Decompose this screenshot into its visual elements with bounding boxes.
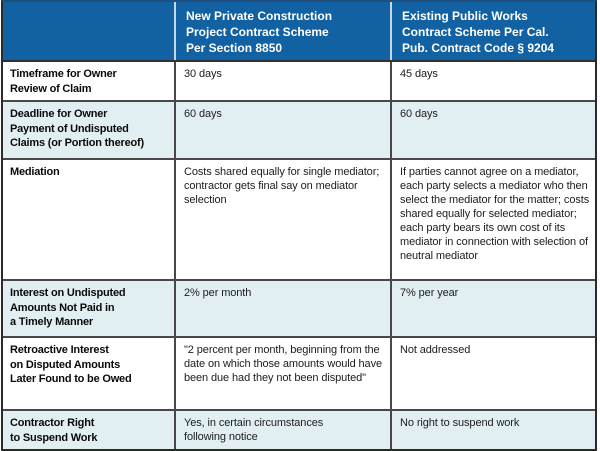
table-row-retroactive-interest: Retroactive Interest on Disputed Amounts… [3, 336, 595, 411]
comparison-table: New Private Construction Project Contrac… [3, 2, 595, 449]
public-scheme-cell: No right to suspend work [390, 409, 595, 449]
row-label-cell: Retroactive Interest on Disputed Amounts… [3, 336, 176, 411]
private-scheme-cell: Yes, in certain circumstances following … [174, 409, 392, 449]
table-row-suspend-work: Contractor Right to Suspend Work Yes, in… [3, 409, 595, 449]
row-label-cell: Deadline for Owner Payment of Undisputed… [3, 100, 176, 160]
public-scheme-cell: Not addressed [390, 336, 595, 411]
row-label-cell: Interest on Undisputed Amounts Not Paid … [3, 279, 176, 338]
public-scheme-cell: 45 days [390, 61, 595, 102]
public-scheme-cell: 7% per year [390, 279, 595, 338]
private-scheme-cell: 30 days [174, 61, 392, 102]
table-header-row: New Private Construction Project Contrac… [3, 2, 595, 62]
private-scheme-cell: 2% per month [174, 279, 392, 338]
row-label-cell: Timeframe for Owner Review of Claim [3, 61, 176, 102]
table-row-interest-undisputed: Interest on Undisputed Amounts Not Paid … [3, 279, 595, 338]
public-scheme-cell: If parties cannot agree on a mediator, e… [390, 158, 595, 281]
column-header-private-scheme: New Private Construction Project Contrac… [174, 2, 391, 62]
column-header-public-scheme: Existing Public Works Contract Scheme Pe… [390, 2, 595, 62]
table-row-payment-deadline: Deadline for Owner Payment of Undisputed… [3, 100, 595, 160]
column-header-empty [3, 2, 175, 62]
row-label-cell: Contractor Right to Suspend Work [3, 409, 176, 449]
private-scheme-cell: 60 days [174, 100, 392, 160]
row-label-cell: Mediation [3, 158, 176, 281]
private-scheme-cell: Costs shared equally for single mediator… [174, 158, 392, 281]
table-row-timeframe: Timeframe for Owner Review of Claim 30 d… [3, 61, 595, 102]
table-row-mediation: Mediation Costs shared equally for singl… [3, 158, 595, 281]
public-scheme-cell: 60 days [390, 100, 595, 160]
private-scheme-cell: "2 percent per month, beginning from the… [174, 336, 392, 411]
